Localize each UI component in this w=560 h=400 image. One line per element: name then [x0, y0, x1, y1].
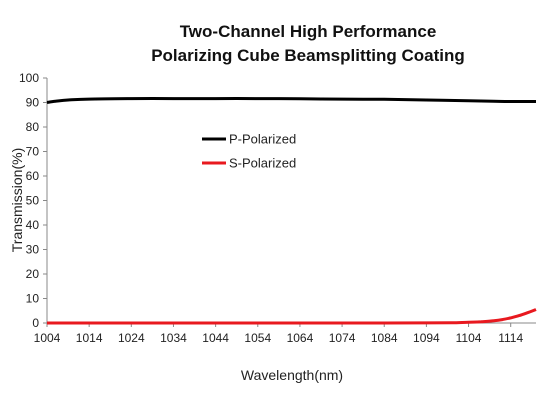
chart-title-line-2: Polarizing Cube Beamsplitting Coating	[151, 46, 465, 65]
x-tick-label: 1064	[287, 331, 314, 345]
x-tick-label: 1084	[371, 331, 398, 345]
y-tick-label: 10	[26, 292, 40, 306]
legend-label: S-Polarized	[229, 156, 296, 171]
y-tick-label: 20	[26, 267, 40, 281]
x-tick-label: 1074	[329, 331, 356, 345]
x-tick-label: 1004	[34, 331, 61, 345]
series-line-p-polarized	[46, 97, 536, 104]
x-tick-label: 1054	[244, 331, 271, 345]
x-tick-label: 1104	[456, 331, 482, 345]
axes	[46, 78, 536, 324]
series-lines	[46, 97, 537, 325]
y-axis-ticks: 0 10 20 30 40 50 60 70 80 90 100	[19, 71, 47, 330]
y-axis-label: Transmission(%)	[9, 148, 25, 253]
x-tick-label: 1024	[118, 331, 145, 345]
chart-title-line-1: Two-Channel High Performance	[180, 22, 437, 41]
x-axis-label: Wavelength(nm)	[241, 367, 343, 383]
x-tick-label: 1044	[202, 331, 229, 345]
y-tick-label: 40	[26, 218, 40, 232]
y-tick-label: 60	[26, 169, 40, 183]
series-line-s-polarized	[47, 308, 537, 325]
y-tick-label: 90	[26, 96, 40, 110]
x-tick-label: 1034	[160, 331, 187, 345]
y-tick-label: 30	[26, 243, 40, 257]
legend: P-Polarized S-Polarized	[202, 132, 296, 171]
x-tick-label: 1014	[76, 331, 103, 345]
x-tick-label: 1114	[498, 331, 523, 345]
y-tick-label: 50	[26, 194, 40, 208]
x-tick-label: 1094	[413, 331, 440, 345]
y-tick-label: 70	[26, 145, 40, 159]
x-axis-ticks: 1004 1014 1024 1034 1044 1054 1064 1074 1084 1094…	[34, 323, 523, 345]
y-tick-label: 100	[19, 71, 39, 85]
y-tick-label: 80	[26, 120, 40, 134]
y-tick-label: 0	[32, 316, 39, 330]
legend-label: P-Polarized	[229, 132, 296, 147]
